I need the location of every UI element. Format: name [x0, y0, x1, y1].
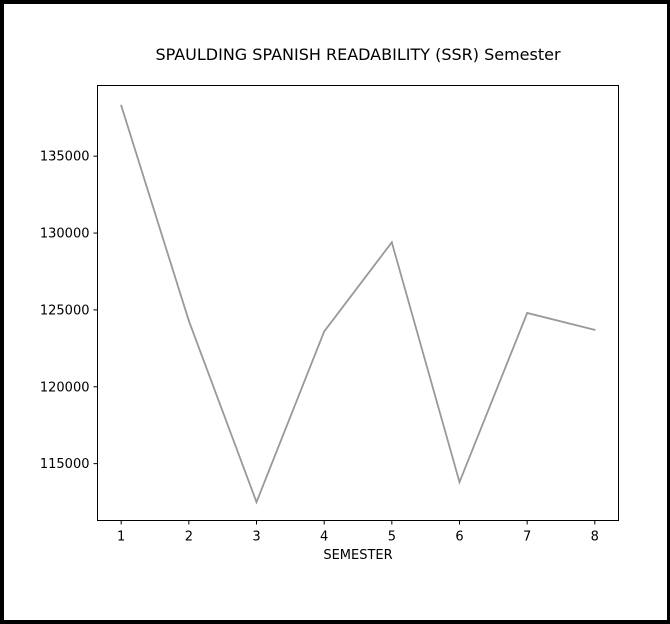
x-tick-label: 2 [185, 530, 193, 545]
series-group [120, 104, 596, 505]
series-line [120, 105, 596, 505]
data-point [593, 328, 596, 331]
x-tick-label: 5 [388, 530, 396, 545]
data-point [120, 104, 123, 107]
data-point [390, 241, 393, 244]
data-point [458, 481, 461, 483]
data-point [526, 312, 529, 314]
chart-title: SPAULDING SPANISH READABILITY (SSR) Seme… [155, 45, 561, 64]
y-tick-label: 125000 [40, 303, 90, 318]
data-point [255, 501, 258, 503]
y-tick-label: 135000 [40, 150, 90, 165]
x-tick-label: 3 [252, 530, 260, 545]
plot-area [97, 85, 619, 521]
data-point [323, 330, 326, 333]
y-tick-label: 130000 [40, 227, 90, 242]
x-tick-label: 7 [523, 530, 531, 545]
y-tick-label: 120000 [40, 380, 90, 395]
x-tick-label: 4 [320, 530, 328, 545]
y-axis: 115000 120000 125000 130000 135000 [40, 150, 98, 472]
x-tick-label: 1 [117, 530, 125, 545]
x-axis: 1 2 3 4 5 6 7 8 [117, 520, 599, 545]
x-axis-label: SEMESTER [323, 548, 392, 563]
x-tick-label: 6 [455, 530, 463, 545]
x-tick-label: 8 [591, 530, 599, 545]
y-tick-label: 115000 [40, 457, 90, 472]
data-point [187, 319, 190, 322]
